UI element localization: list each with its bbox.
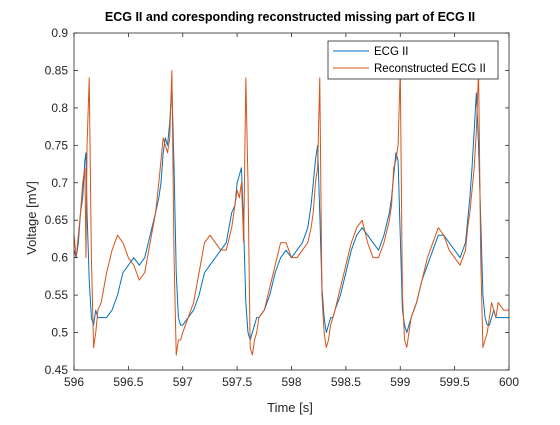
y-tick-label: 0.5 [51,326,68,340]
y-axis-label: Voltage [mV] [24,181,39,255]
y-tick-label: 0.8 [51,101,68,115]
y-tick-label: 0.85 [45,63,69,77]
x-tick-label: 597.5 [222,375,252,389]
series-layer [73,69,509,356]
chart-title: ECG II and coresponding reconstructed mi… [105,10,475,24]
x-tick-label: 597 [173,375,193,389]
plot-area [74,33,509,370]
x-tick-label: 599 [390,375,410,389]
x-axis-ticks: 596 596.5 597 597.5 598 598.5 599 599.5 600 [64,33,519,389]
y-tick-label: 0.7 [51,176,68,190]
legend-label-ecg: ECG II [374,46,409,58]
x-tick-label: 599.5 [440,375,470,389]
y-axis-ticks: 0.45 0.5 0.55 0.6 0.65 0.7 0.75 0.8 0.85 0.9 [45,26,509,377]
legend: ECG II Reconstructed ECG II [327,40,499,80]
legend-label-reconstructed: Reconstructed ECG II [374,63,486,75]
x-tick-label: 598.5 [331,375,361,389]
y-tick-label: 0.55 [45,288,69,302]
x-axis-label: Time [s] [267,400,313,415]
legend-box [327,40,499,80]
x-tick-label: 596.5 [113,375,143,389]
x-tick-label: 596 [64,375,84,389]
y-tick-label: 0.75 [45,138,69,152]
y-tick-label: 0.65 [45,213,69,227]
y-tick-label: 0.6 [51,251,68,265]
series-line-1 [73,69,509,356]
x-tick-label: 600 [499,375,519,389]
y-tick-label: 0.9 [51,26,68,40]
y-tick-label: 0.45 [45,363,69,377]
x-tick-label: 598 [281,375,301,389]
